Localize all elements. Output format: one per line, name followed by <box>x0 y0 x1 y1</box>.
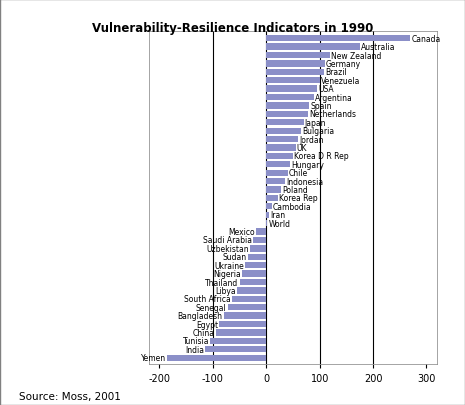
Text: Bangladesh: Bangladesh <box>178 311 222 320</box>
Text: Korea D R Rep: Korea D R Rep <box>294 152 349 161</box>
Bar <box>232 296 266 302</box>
Bar <box>266 220 267 227</box>
Text: Hungary: Hungary <box>292 160 324 169</box>
Bar <box>266 78 319 84</box>
Bar <box>266 111 308 118</box>
Text: Bulgaria: Bulgaria <box>302 127 334 136</box>
Text: Iran: Iran <box>270 211 285 220</box>
Bar <box>266 61 325 67</box>
Text: Japan: Japan <box>305 119 326 128</box>
Text: Source: Moss, 2001: Source: Moss, 2001 <box>19 391 120 401</box>
Text: Mexico: Mexico <box>228 228 254 237</box>
Text: Chile: Chile <box>289 169 308 178</box>
Text: Nigeria: Nigeria <box>213 269 241 278</box>
Bar <box>256 229 266 235</box>
Text: Spain: Spain <box>310 102 332 111</box>
Bar <box>266 45 360 51</box>
Bar <box>266 145 296 151</box>
Text: Egypt: Egypt <box>196 320 218 329</box>
Text: Germany: Germany <box>326 60 361 69</box>
Text: Libya: Libya <box>215 286 236 295</box>
Bar <box>266 170 288 177</box>
Bar <box>266 204 272 210</box>
Bar <box>266 128 301 134</box>
Bar <box>266 53 330 59</box>
Text: Ukraine: Ukraine <box>214 261 244 270</box>
Bar <box>239 279 266 286</box>
Bar <box>228 304 266 311</box>
Bar <box>266 162 290 168</box>
Bar <box>266 187 281 193</box>
Text: Poland: Poland <box>282 185 308 194</box>
Bar <box>266 212 269 218</box>
Text: Uzbekistan: Uzbekistan <box>206 244 249 253</box>
Bar <box>266 195 278 202</box>
Bar <box>266 70 324 76</box>
Bar <box>266 120 304 126</box>
Bar <box>247 254 266 260</box>
Text: Saudi Arabia: Saudi Arabia <box>203 236 252 245</box>
Bar <box>242 271 266 277</box>
Bar <box>224 313 266 319</box>
Text: New Zealand: New Zealand <box>332 51 382 60</box>
Text: Senegal: Senegal <box>196 303 227 312</box>
Text: Cambodia: Cambodia <box>272 202 312 211</box>
Bar <box>167 355 266 361</box>
Bar <box>266 95 314 101</box>
Text: Australia: Australia <box>361 43 395 52</box>
Bar <box>253 237 266 243</box>
Bar <box>216 330 266 336</box>
Bar <box>266 136 298 143</box>
Bar <box>237 288 266 294</box>
Text: Vulnerability-Resilience Indicators in 1990: Vulnerability-Resilience Indicators in 1… <box>92 22 373 35</box>
Text: Indonesia: Indonesia <box>286 177 323 186</box>
Bar <box>205 346 266 352</box>
Text: Yemen: Yemen <box>141 353 166 362</box>
Text: Sudan: Sudan <box>222 253 246 262</box>
Text: Thailand: Thailand <box>205 278 239 287</box>
Text: China: China <box>193 328 214 337</box>
Bar <box>266 179 285 185</box>
Text: USA: USA <box>318 85 334 94</box>
Text: Netherlands: Netherlands <box>309 110 356 119</box>
Bar <box>266 103 309 109</box>
Bar <box>266 86 317 93</box>
Text: India: India <box>185 345 204 354</box>
Text: Argentina: Argentina <box>315 93 353 102</box>
Text: Jordan: Jordan <box>299 135 324 144</box>
Text: Korea Rep: Korea Rep <box>279 194 318 203</box>
Bar <box>219 321 266 327</box>
Bar <box>250 245 266 252</box>
Bar <box>210 338 266 344</box>
Text: Canada: Canada <box>412 34 441 44</box>
Text: South Africa: South Africa <box>184 294 231 304</box>
Text: World: World <box>268 219 290 228</box>
Bar <box>245 262 266 269</box>
Bar <box>266 153 293 160</box>
Text: Tunisia: Tunisia <box>183 337 209 345</box>
Text: Venezuela: Venezuela <box>321 77 360 85</box>
Text: Brazil: Brazil <box>325 68 347 77</box>
Text: UK: UK <box>297 144 307 153</box>
Bar <box>266 36 411 42</box>
